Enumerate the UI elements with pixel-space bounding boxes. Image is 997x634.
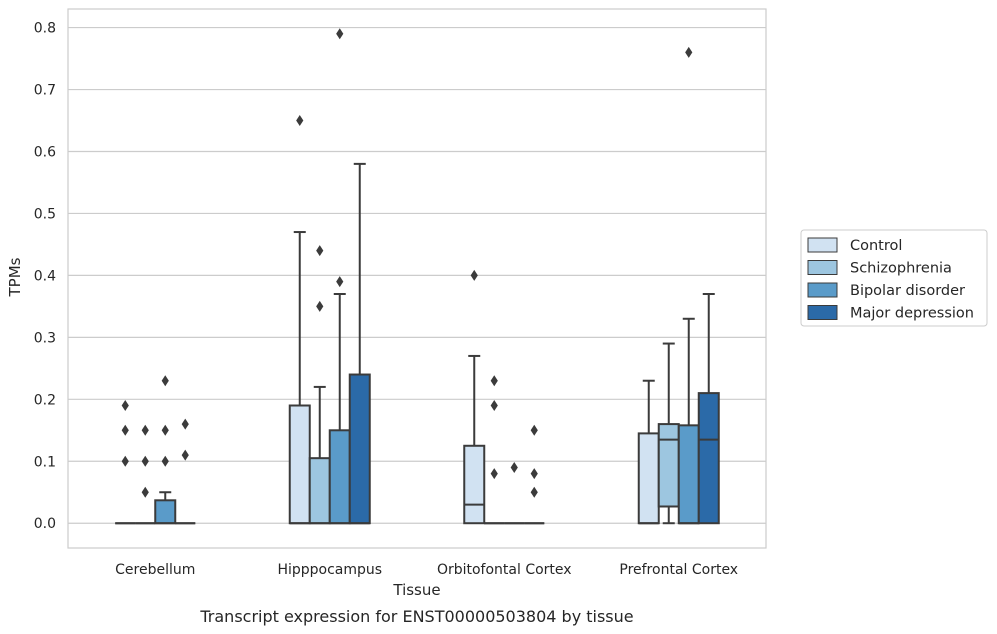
outlier-point: [141, 424, 149, 436]
box-3-2: [677, 46, 700, 525]
legend-items: Control Schizophrenia Bipolar disorder Majo…: [807, 237, 974, 322]
outlier-point: [141, 486, 149, 498]
y-axis-label: TPMs: [6, 257, 24, 297]
y-tick-label: 0.5: [34, 206, 56, 222]
legend-swatch: [807, 260, 838, 275]
box-body: [677, 424, 700, 525]
legend-label: Control: [850, 238, 902, 254]
box-body: [637, 432, 660, 525]
outlier-point: [296, 115, 304, 127]
y-tick-label: 0.4: [34, 268, 56, 284]
y-tick-label: 0.8: [34, 21, 56, 37]
outlier-point: [530, 486, 538, 498]
box-body: [463, 444, 486, 525]
outlier-point: [336, 276, 344, 288]
box-body: [308, 457, 331, 525]
outlier-point: [530, 468, 538, 480]
box-2-2: [504, 461, 525, 525]
y-tick-labels: 0.0 0.1 0.2 0.3 0.4 0.5 0.6 0.7 0.8: [34, 21, 56, 533]
x-tick-label: Cerebellum: [115, 562, 195, 578]
outlier-point: [181, 418, 189, 430]
x-tick-label: Prefrontal Cortex: [619, 562, 738, 578]
box-body: [328, 429, 351, 525]
y-tick-label: 0.1: [34, 454, 56, 470]
outlier-point: [316, 245, 324, 257]
boxes: [115, 28, 720, 525]
legend-label: Major depression: [850, 306, 974, 322]
outlier-point: [121, 400, 129, 412]
legend-swatch: [807, 305, 838, 320]
box-body: [154, 499, 177, 525]
outlier-point: [490, 375, 498, 387]
box-3-1: [657, 342, 680, 525]
outlier-point: [121, 455, 129, 467]
outlier-point: [490, 468, 498, 480]
x-axis-label: Tissue: [392, 581, 440, 599]
legend-label: Bipolar disorder: [850, 283, 965, 299]
outlier-point: [470, 269, 478, 281]
y-tick-label: 0.7: [34, 83, 56, 99]
x-tick-label: Orbitofontal Cortex: [437, 562, 572, 578]
grid-lines: [68, 26, 766, 524]
box-body: [348, 373, 371, 525]
outlier-point: [685, 46, 693, 58]
outlier-point: [161, 424, 169, 436]
box-0-1: [135, 424, 156, 525]
outlier-point: [490, 400, 498, 412]
y-tick-label: 0.2: [34, 392, 56, 408]
box-2-3: [524, 424, 545, 525]
outlier-point: [181, 449, 189, 461]
outlier-point: [510, 461, 518, 473]
outlier-point: [141, 455, 149, 467]
box-0-2: [154, 375, 177, 525]
legend-label: Schizophrenia: [850, 261, 952, 277]
outlier-point: [336, 28, 344, 40]
outlier-point: [161, 375, 169, 387]
box-3-0: [637, 379, 660, 525]
legend: Control Schizophrenia Bipolar disorder Majo…: [800, 229, 988, 327]
outlier-point: [530, 424, 538, 436]
box-0-3: [175, 418, 196, 525]
outlier-point: [316, 300, 324, 312]
y-tick-label: 0.0: [34, 516, 56, 532]
y-tick-label: 0.6: [34, 144, 56, 160]
legend-swatch: [807, 237, 838, 253]
outlier-point: [121, 424, 129, 436]
box-2-1: [484, 375, 505, 525]
y-tick-label: 0.3: [34, 330, 56, 346]
box-2-0: [463, 269, 486, 525]
chart-caption: Transcript expression for ENST0000050380…: [199, 607, 633, 626]
x-tick-labels: Cerebellum Hipppocampus Orbitofontal Corte…: [115, 562, 738, 578]
box-1-0: [288, 115, 311, 525]
box-0-0: [115, 400, 136, 525]
box-body: [657, 423, 680, 508]
outlier-point: [161, 455, 169, 467]
box-body: [697, 392, 720, 525]
box-1-1: [308, 245, 331, 525]
box-body: [288, 404, 311, 525]
x-tick-label: Hipppocampus: [277, 562, 382, 578]
box-1-3: [348, 162, 371, 525]
plot-frame: [67, 8, 767, 549]
box-3-3: [697, 292, 720, 525]
legend-frame: [800, 229, 988, 327]
legend-swatch: [807, 282, 838, 298]
